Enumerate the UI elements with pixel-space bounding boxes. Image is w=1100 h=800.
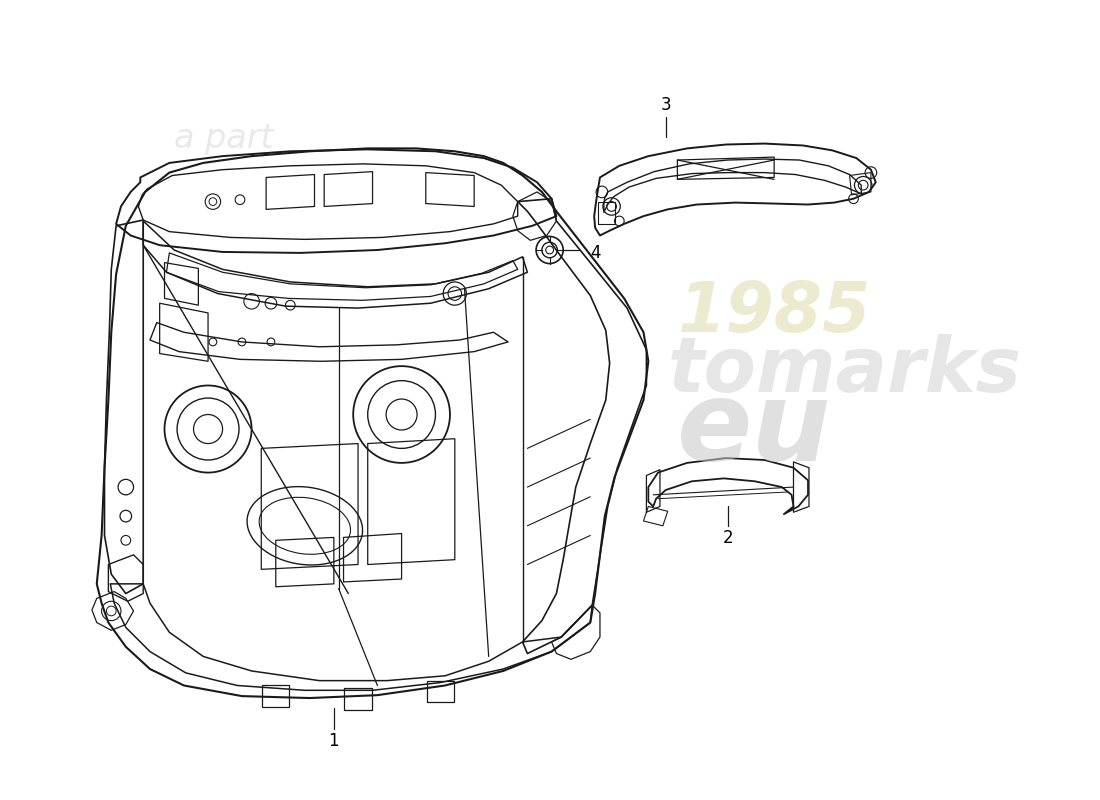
- Text: 4: 4: [591, 244, 601, 262]
- Text: 3: 3: [660, 96, 671, 114]
- Text: eu: eu: [678, 375, 832, 482]
- Text: tomarks: tomarks: [668, 334, 1022, 408]
- Text: 2: 2: [723, 530, 733, 547]
- Text: 1985: 1985: [678, 279, 871, 346]
- Text: a part: a part: [174, 122, 274, 155]
- Text: 1: 1: [329, 732, 339, 750]
